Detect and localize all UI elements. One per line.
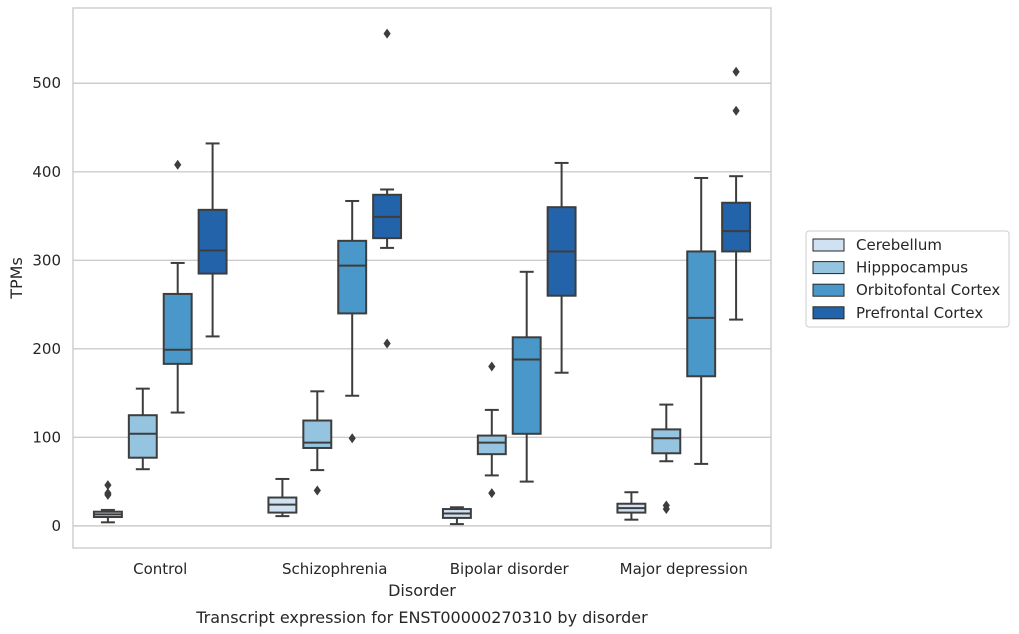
- box-group: [651, 403, 682, 515]
- box-rect: [127, 414, 158, 459]
- y-tick-label: 100: [32, 428, 61, 446]
- box-group: [197, 142, 228, 338]
- x-tick-label: Schizophrenia: [282, 560, 387, 578]
- box-group: [546, 161, 577, 374]
- legend-swatch: [812, 306, 845, 320]
- legend-frame: [805, 230, 1010, 328]
- box-rect: [651, 428, 682, 455]
- box-rect: [721, 201, 752, 253]
- legend: Cerebellum Hipppocampus Orbitofontal Corte…: [805, 230, 1010, 328]
- box-group: [721, 66, 752, 321]
- box-group: [616, 491, 647, 521]
- box-group: [302, 390, 333, 496]
- x-tick-labels: Control Schizophrenia Bipolar disorder Majo…: [133, 560, 748, 578]
- box-group: [686, 176, 717, 465]
- plot-frame: [72, 7, 772, 549]
- box-group: [372, 28, 403, 349]
- box-rect: [302, 419, 333, 449]
- outlier-point: [488, 361, 496, 372]
- box-group: [441, 506, 472, 526]
- chart-caption: Transcript expression for ENST0000027031…: [195, 608, 648, 627]
- box-rect: [511, 336, 542, 435]
- outlier-point: [383, 28, 391, 39]
- y-tick-labels: 0 100 200 300 400 500: [32, 74, 61, 535]
- box-rect: [476, 434, 507, 456]
- outlier-point: [313, 485, 321, 496]
- box-group: [92, 480, 123, 524]
- x-tick-label: Control: [133, 560, 187, 578]
- outlier-point: [383, 338, 391, 349]
- box-group: [511, 270, 542, 483]
- y-axis-label: TPMs: [7, 257, 26, 300]
- box-group: [337, 199, 368, 444]
- box-rect: [197, 208, 228, 275]
- box-rect: [337, 239, 368, 315]
- legend-swatch: [812, 238, 845, 252]
- y-tick-label: 200: [32, 340, 61, 358]
- legend-label: Cerebellum: [856, 236, 942, 254]
- legend-label: Hipppocampus: [856, 259, 968, 277]
- legend-label: Orbitofontal Cortex: [856, 281, 1000, 299]
- x-axis-label: Disorder: [388, 581, 456, 600]
- outlier-point: [104, 488, 112, 499]
- box-rect: [686, 250, 717, 378]
- x-tick-label: Major depression: [620, 560, 748, 578]
- x-tick-label: Bipolar disorder: [450, 560, 570, 578]
- boxes: [92, 28, 752, 526]
- y-tick-label: 500: [32, 74, 61, 92]
- box-group: [162, 159, 193, 414]
- outlier-point: [488, 488, 496, 499]
- y-tick-label: 0: [51, 517, 61, 535]
- box-rect: [162, 292, 193, 365]
- outlier-point: [174, 159, 182, 170]
- legend-swatch: [812, 261, 845, 275]
- outlier-point: [732, 105, 740, 116]
- legend-label: Prefrontal Cortex: [856, 304, 983, 322]
- y-tick-label: 400: [32, 163, 61, 181]
- outlier-point: [104, 480, 112, 491]
- box-group: [267, 477, 298, 518]
- box-group: [127, 387, 158, 471]
- box-group: [476, 361, 507, 499]
- outlier-point: [662, 500, 670, 511]
- outlier-point: [732, 66, 740, 77]
- y-tick-label: 300: [32, 251, 61, 269]
- legend-swatch: [812, 283, 845, 297]
- outlier-point: [348, 433, 356, 444]
